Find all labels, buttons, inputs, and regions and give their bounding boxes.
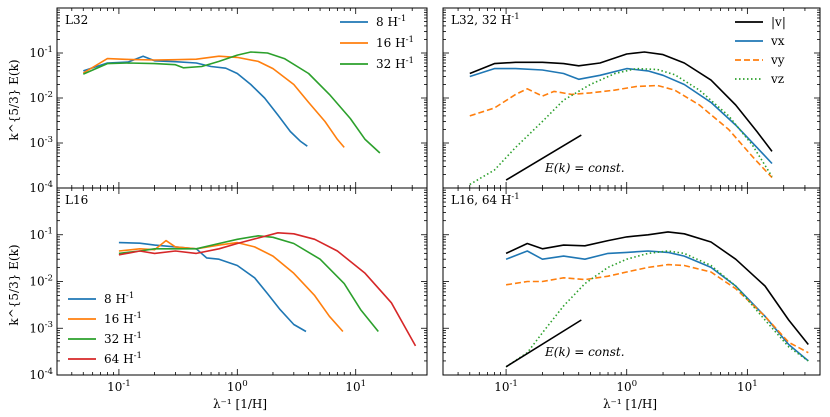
legend-label: 16 H-1 bbox=[104, 311, 142, 326]
ticks bbox=[56, 187, 428, 376]
panel-title: L32 bbox=[65, 13, 88, 27]
axes-frame bbox=[442, 187, 821, 376]
panel-top-left: 10-4 10-3 10-2 10-1 L32 8 H-1 16 H-1 32 H-1 bbox=[29, 7, 428, 195]
y-tick-label: 10-2 bbox=[29, 273, 53, 288]
legend-label: vz bbox=[770, 72, 784, 86]
x-tick-label: 100 bbox=[616, 379, 637, 394]
xlabel-left: λ⁻¹ [1/H] bbox=[213, 397, 267, 411]
y-tick-label: 10-2 bbox=[29, 90, 53, 105]
legend-label: vy bbox=[770, 53, 785, 67]
panel-title: L32, 32 H-1 bbox=[451, 12, 520, 27]
series-line-e-k-const- bbox=[505, 319, 582, 368]
legend-label: 16 H-1 bbox=[376, 35, 414, 50]
series-line-v-y bbox=[505, 263, 809, 354]
panel-title: L16, 64 H-1 bbox=[451, 192, 520, 207]
series-line-e-k-const- bbox=[505, 134, 582, 181]
legend-label: |v| bbox=[771, 15, 786, 29]
x-tick-label: 100 bbox=[227, 379, 248, 394]
legend: |v| vx vy vz bbox=[735, 15, 786, 86]
series-line-v-x bbox=[469, 67, 773, 165]
x-tick-label: 10-1 bbox=[494, 379, 518, 394]
legend-label: 64 H-1 bbox=[104, 351, 142, 366]
y-tick-label: 10-4 bbox=[29, 180, 53, 195]
series-line-64-h-1 bbox=[118, 232, 417, 347]
ylabel-top: k^{5/3} E(k) bbox=[7, 59, 21, 140]
panel-title: L16 bbox=[65, 193, 88, 207]
y-tick-label: 10-3 bbox=[29, 320, 53, 335]
legend-label: vx bbox=[770, 34, 785, 48]
ticks bbox=[442, 187, 821, 376]
annotation: E(k) = const. bbox=[544, 161, 625, 175]
series-line-32-h-1 bbox=[82, 51, 381, 154]
series-line-v-y bbox=[469, 84, 773, 179]
legend-label: 8 H-1 bbox=[376, 14, 406, 29]
axes-frame bbox=[442, 7, 821, 189]
legend: 8 H-1 16 H-1 32 H-1 64 H-1 bbox=[68, 291, 142, 366]
series-line-16-h-1 bbox=[82, 55, 345, 148]
panel-top-right: L32, 32 H-1 |v| vx vy vz E(k) = const. bbox=[442, 7, 821, 189]
annotation: E(k) = const. bbox=[544, 345, 625, 359]
series-line-32-h-1 bbox=[118, 235, 379, 333]
x-tick-label: 101 bbox=[345, 379, 366, 394]
xlabel-right: λ⁻¹ [1/H] bbox=[603, 397, 657, 411]
panel-bottom-right: 10-1 100 101 L16, 64 H-1 E(k) = const. bbox=[442, 187, 821, 394]
y-tick-label: 10-1 bbox=[29, 45, 53, 60]
series-line-8-h-1 bbox=[118, 241, 307, 333]
x-tick-label: 10-1 bbox=[107, 379, 131, 394]
axes-frame bbox=[56, 7, 428, 189]
series-line--v- bbox=[505, 231, 809, 345]
y-tick-label: 10-1 bbox=[29, 227, 53, 242]
ylabel-bottom: k^{5/3} E(k) bbox=[7, 244, 21, 325]
x-tick-label: 101 bbox=[737, 379, 758, 394]
legend-label: 32 H-1 bbox=[104, 331, 142, 346]
y-tick-label: 10-3 bbox=[29, 135, 53, 150]
series-line-16-h-1 bbox=[118, 239, 344, 333]
legend: 8 H-1 16 H-1 32 H-1 bbox=[340, 14, 414, 71]
legend-label: 32 H-1 bbox=[376, 56, 414, 71]
panel-bottom-left: 10-4 10-3 10-2 10-1 10-1 100 101 L16 8 H-1 16 H-1… bbox=[29, 187, 428, 394]
ticks bbox=[56, 7, 428, 189]
legend-label: 8 H-1 bbox=[104, 291, 134, 306]
ticks bbox=[442, 7, 821, 189]
series-line--v- bbox=[469, 51, 773, 152]
y-tick-label: 10-4 bbox=[29, 367, 53, 382]
